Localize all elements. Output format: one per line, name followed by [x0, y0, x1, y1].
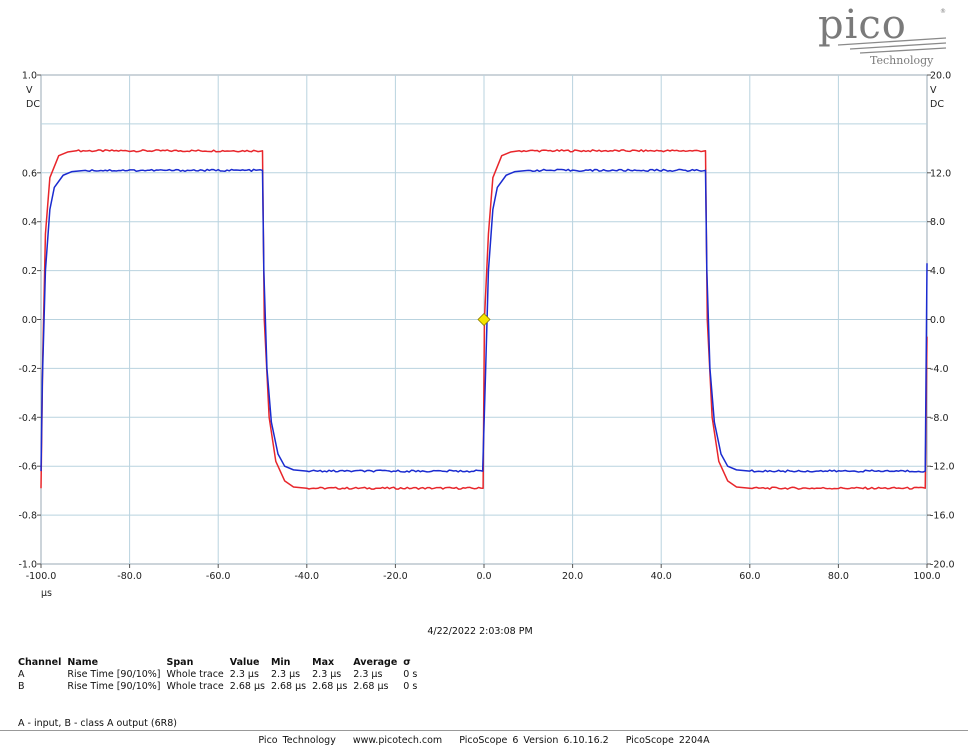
- header-channel: Channel: [18, 657, 62, 668]
- logo-brand: pico: [818, 2, 907, 48]
- left-tick-label: 0.4: [22, 217, 37, 228]
- x-tick-label: 0.0: [476, 571, 491, 582]
- cell-channel: A: [18, 669, 25, 680]
- right-tick-label: -8.0: [930, 413, 949, 424]
- x-tick-label: 40.0: [651, 571, 672, 582]
- x-axis-unit: µs: [41, 588, 52, 599]
- capture-timestamp: 4/22/2022 2:03:08 PM: [427, 626, 533, 637]
- traces: [40, 149, 928, 490]
- footer-company: Pico Technology: [258, 735, 336, 746]
- cell-average: 2.3 µs: [353, 669, 383, 680]
- x-axis: -100.0 -80.0 -60.0 -40.0 -20.0 0.0 20.0 40.0 60.…: [26, 564, 941, 582]
- x-tick-label: -40.0: [295, 571, 320, 582]
- logo-sub: Technology: [870, 54, 934, 67]
- footer-website[interactable]: www.picotech.com: [352, 735, 443, 746]
- left-axis-unit-dc: DC: [26, 99, 40, 110]
- header-max: Max: [312, 657, 335, 668]
- left-tick-label: 0.2: [22, 266, 37, 277]
- left-tick-label: -0.6: [18, 462, 37, 473]
- x-tick-label: 100.0: [913, 571, 940, 582]
- cell-channel: B: [18, 681, 25, 692]
- right-tick-label: -20.0: [930, 560, 955, 571]
- cell-max: 2.68 µs: [312, 681, 348, 692]
- x-tick-label: -100.0: [26, 571, 57, 582]
- x-tick-label: 20.0: [562, 571, 583, 582]
- right-tick-label: 8.0: [930, 217, 945, 228]
- pico-technology-logo: pico Technology ®: [818, 2, 947, 67]
- measurements-table: Channel Name Span Value Min Max Average …: [18, 657, 423, 693]
- cell-sigma: 0 s: [403, 669, 418, 680]
- cell-span: Whole trace: [166, 681, 224, 692]
- trace-channel-b: [40, 168, 928, 473]
- header-value: Value: [229, 657, 260, 668]
- left-axis: 1.0 0.6 0.4 0.2 0.0 -0.2 -0.4 -0.6 -0.8 -1.0: [18, 71, 41, 571]
- right-tick-label: -4.0: [930, 364, 949, 375]
- left-tick-label: 0.6: [22, 168, 37, 179]
- right-axis-unit-dc: DC: [930, 99, 944, 110]
- right-tick-label: -12.0: [930, 462, 955, 473]
- cell-average: 2.68 µs: [353, 681, 389, 692]
- table-row: A Rise Time [90/10%] Whole trace 2.3 µs …: [18, 669, 423, 681]
- left-tick-label: -0.4: [18, 413, 37, 424]
- cell-min: 2.68 µs: [270, 681, 307, 692]
- right-axis-unit-v: V: [930, 85, 937, 96]
- logo-stripes-icon: [837, 37, 947, 54]
- svg-text:®: ®: [940, 8, 946, 15]
- cell-value: 2.68 µs: [229, 681, 265, 692]
- cell-min: 2.3 µs: [270, 669, 301, 680]
- footer-device: PicoScope 2204A: [625, 735, 710, 746]
- footer: Pico Technology www.picotech.com PicoSco…: [0, 735, 968, 746]
- x-tick-label: -60.0: [206, 571, 231, 582]
- left-tick-label: -0.8: [18, 511, 37, 522]
- header-span: Span: [166, 657, 194, 668]
- x-tick-label: -20.0: [383, 571, 408, 582]
- header-sigma: σ: [403, 657, 411, 668]
- cell-max: 2.3 µs: [312, 669, 342, 680]
- cell-value: 2.3 µs: [229, 669, 259, 680]
- footer-divider: [0, 730, 968, 731]
- left-tick-label: 0.0: [22, 315, 37, 326]
- left-tick-label: -0.2: [18, 364, 37, 375]
- measurements-header-row: Channel Name Span Value Min Max Average …: [18, 657, 423, 669]
- footer-version: PicoScope 6 Version 6.10.16.2: [459, 735, 609, 746]
- cell-sigma: 0 s: [403, 681, 418, 692]
- right-tick-label: 20.0: [930, 71, 951, 82]
- x-tick-label: 80.0: [828, 571, 849, 582]
- right-tick-label: 12.0: [930, 168, 951, 179]
- left-tick-label: 1.0: [22, 71, 37, 82]
- trigger-marker[interactable]: [477, 312, 491, 327]
- trace-channel-a: [40, 149, 928, 490]
- header-name: Name: [67, 657, 99, 668]
- channel-note: A - input, B - class A output (6R8): [18, 718, 178, 729]
- right-tick-label: -16.0: [930, 511, 955, 522]
- left-axis-unit-v: V: [26, 85, 33, 96]
- right-tick-label: 0.0: [930, 315, 945, 326]
- table-row: B Rise Time [90/10%] Whole trace 2.68 µs…: [18, 681, 423, 693]
- trigger-diamond-icon[interactable]: [477, 312, 491, 327]
- right-axis: 20.0 12.0 8.0 4.0 0.0 -4.0 -8.0 -12.0 -16.0 -20.0: [927, 71, 955, 571]
- cell-span: Whole trace: [166, 669, 224, 680]
- cell-name: Rise Time [90/10%]: [67, 669, 161, 680]
- x-tick-label: -80.0: [117, 571, 142, 582]
- left-tick-label: -1.0: [18, 560, 37, 571]
- header-average: Average: [353, 657, 398, 668]
- cell-name: Rise Time [90/10%]: [67, 681, 161, 692]
- right-tick-label: 4.0: [930, 266, 945, 277]
- x-tick-label: 60.0: [739, 571, 760, 582]
- header-min: Min: [270, 657, 291, 668]
